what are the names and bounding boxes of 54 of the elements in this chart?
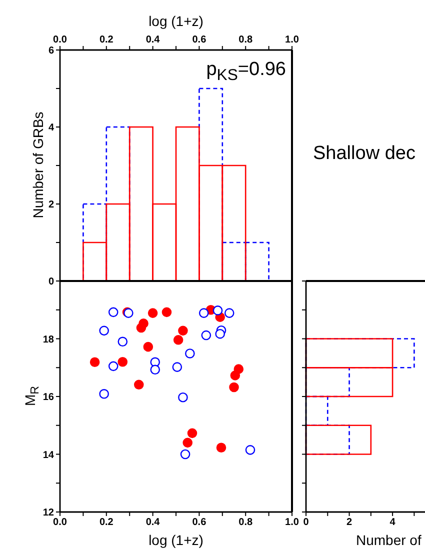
point <box>99 326 109 336</box>
point <box>90 357 100 368</box>
point <box>173 335 184 345</box>
x-tick-label: 0.2 <box>99 517 114 528</box>
y-tick-label: 4 <box>48 122 54 134</box>
annotation: p$_{KS}$=0.96 <box>206 59 286 85</box>
x-tick-label: 0.8 <box>238 34 253 46</box>
x-axis-title: Number of <box>356 532 422 548</box>
y-axis-title: Number of GRBs <box>30 112 46 218</box>
y-tick-label: 0 <box>48 276 54 288</box>
x-tick-label: 0.4 <box>146 517 160 528</box>
x-tick-label: 2 <box>346 517 352 528</box>
point <box>108 307 118 318</box>
point <box>198 308 209 318</box>
point <box>229 382 239 392</box>
point <box>178 392 188 402</box>
x-tick-label: 0.2 <box>99 34 114 46</box>
x-tick-label: 0.6 <box>192 34 207 46</box>
x-tick-label: 1.0 <box>285 34 300 46</box>
x-tick-label: 0.0 <box>53 517 68 528</box>
y-tick-label: 6 <box>48 46 54 57</box>
x-tick-label: 0.6 <box>192 517 207 528</box>
x-tick-label: 0.0 <box>53 34 68 46</box>
x-tick-label: 4 <box>390 517 396 528</box>
x-axis-title: log (1+z) <box>148 532 204 548</box>
point <box>108 361 118 372</box>
y-tick-label: 18 <box>42 334 54 346</box>
x-tick-label: 1.0 <box>285 517 300 528</box>
y-tick-label: 12 <box>42 508 54 519</box>
point <box>99 389 109 399</box>
point <box>215 328 225 339</box>
point <box>230 370 240 380</box>
x-tick-label: 0 <box>303 517 310 528</box>
point <box>134 380 144 390</box>
point <box>148 308 158 318</box>
point <box>178 326 188 336</box>
y-tick-label: 2 <box>48 200 54 211</box>
point <box>187 428 198 438</box>
chart-title: Shallow dec <box>313 143 416 165</box>
point <box>180 449 190 460</box>
x-tick-label: 0.4 <box>146 34 160 46</box>
x-tick-label: 0.8 <box>238 517 253 528</box>
point <box>182 438 192 448</box>
point <box>162 307 172 318</box>
x-axis-title: log (1+z) <box>148 12 204 30</box>
y-tick-label: 14 <box>42 450 54 461</box>
point <box>150 364 160 375</box>
point <box>118 356 128 367</box>
point <box>216 442 226 453</box>
y-tick-label: 16 <box>42 392 54 404</box>
point <box>212 306 223 316</box>
point <box>138 318 148 328</box>
point <box>201 330 212 340</box>
point <box>143 342 154 352</box>
